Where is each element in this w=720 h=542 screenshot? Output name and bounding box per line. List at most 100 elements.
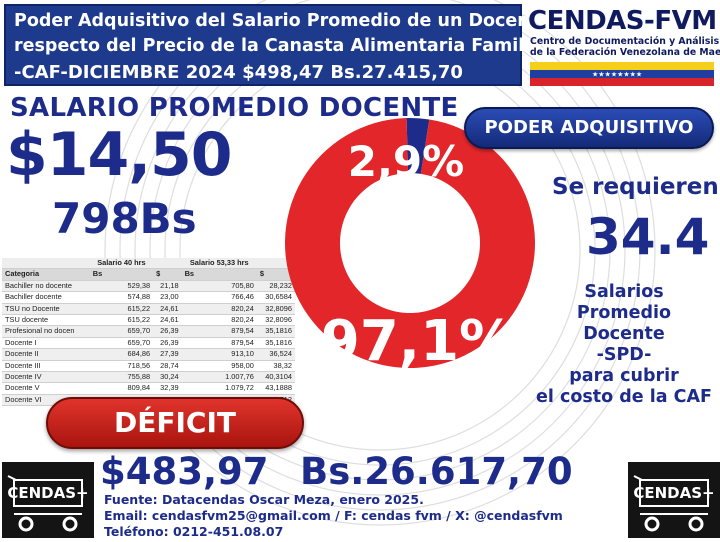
deficit-usd: $483,97 [100,450,269,493]
table-cell: 615,22 [89,314,154,327]
logo-subtitle-line-1: Centro de Documentación y Análisis Socia… [530,36,720,47]
table-row: Docente I 659,70 26,39 879,54 35,1816 [2,337,295,350]
svg-text:★★★★★★★★: ★★★★★★★★ [592,71,642,79]
table-cell: 23,00 [153,291,182,304]
table-cell: 28,232 [256,280,295,293]
cart-logo-text: CENDAS+ [7,484,89,502]
table-cell: TSU no Docente [2,303,90,316]
required-salaries-number: 34.4 [586,208,710,266]
table-cell: Profesional no docen [2,325,90,338]
table-cell: Bachiller docente [2,291,90,304]
table-cell: 35,1816 [256,337,295,350]
table-cell: 879,54 [181,337,257,350]
table-cell: 26,39 [153,325,182,338]
logo-title: CENDAS-FVM [528,6,717,36]
table-cell: 820,24 [181,314,257,327]
table-cell: 36,524 [256,348,295,361]
table-cell: 718,56 [89,360,154,373]
table-cell: 615,22 [89,303,154,316]
salario-bs: 798Bs [52,194,197,243]
footer-source: Fuente: Datacendas Oscar Meza, enero 202… [104,492,424,507]
table-cell: 24,61 [153,303,182,316]
required-line: Salarios [584,282,664,302]
logo-subtitle-line-2: de la Federación Venezolana de Maestros [530,47,720,58]
required-description: Salarios Promedio Docente -SPD- para cub… [532,282,716,408]
donut-chart: 2,9% 97,1% [285,118,535,374]
table-cell: Docente II [2,348,90,361]
table-cell: 24,61 [153,314,182,327]
table-group-header [256,258,295,270]
header-line-3: -CAF-DICIEMBRE 2024 $498,47 Bs.27.415,70 [14,62,463,83]
table-cell: 30,6584 [256,291,295,304]
table-cell: 32,8096 [256,303,295,316]
table-cell: 32,8096 [256,314,295,327]
shopping-cart-icon [7,475,83,532]
table-cell: Docente VI [2,394,90,407]
table-row: Docente IV 755,88 30,24 1.007,76 40,3104 [2,371,295,384]
table-cell: 35,1816 [256,325,295,338]
table-column-header: Bs [181,268,257,281]
table-cell: 755,88 [89,371,154,384]
table-row: Bachiller no docente 529,38 21,18 705,80 28,… [2,280,295,293]
table-cell: 28,74 [153,360,182,373]
table-cell: 1.007,76 [181,371,257,384]
table-cell: 21,18 [153,280,182,293]
table-cell: 820,24 [181,303,257,316]
table-cell: 40,3104 [256,371,295,384]
table-row: Profesional no docen 659,70 26,39 879,54 35,… [2,325,295,338]
table-column-header: Categoria [2,268,90,281]
logo-subtitle: Centro de Documentación y Análisis Socia… [530,36,720,58]
table-cell: 529,38 [89,280,154,293]
required-line: el costo de la CAF [536,387,712,407]
table-cell: 38,32 [256,360,295,373]
table-row: TSU no Docente 615,22 24,61 820,24 32,8096 [2,303,295,316]
table-cell: 684,86 [89,348,154,361]
table-row: Docente III 718,56 28,74 958,00 38,32 [2,360,295,373]
shopping-cart-icon [633,475,709,532]
table-group-header [2,258,90,270]
table-cell: 574,88 [89,291,154,304]
table-cell: 958,00 [181,360,257,373]
required-line: Docente [583,324,665,344]
cendas-cart-logo: CENDAS+ [2,462,94,538]
table-cell: 659,70 [89,337,154,350]
table-cell: 766,46 [181,291,257,304]
table-cell: 26,39 [153,337,182,350]
header-line-2: respecto del Precio de la Canasta Alimen… [14,36,551,56]
table-cell: 879,54 [181,325,257,338]
table-cell: 1.079,72 [181,382,257,395]
pie-slice-deficit [285,118,535,368]
table-cell: 809,84 [89,382,154,395]
data-label-deficit: 97,1% [321,309,515,374]
data-label-poder: 2,9% [348,137,464,186]
required-line: -SPD- [596,345,652,365]
poder-adquisitivo-badge: PODER ADQUISITIVO [464,107,714,149]
table-column-header: $ [256,268,295,281]
table-cell: Docente III [2,360,90,373]
table-cell: 30,24 [153,371,182,384]
se-requieren-label: Se requieren [552,174,719,200]
table-cell: TSU docente [2,314,90,327]
table-cell: Docente I [2,337,90,350]
footer-email: Email: cendasfvm25@gmail.com / F: cendas… [104,508,563,523]
salary-table: Salario 40 hrs Salario 53,33 hrs Categori… [2,258,295,420]
table-group-header: Salario 40 hrs [89,258,154,270]
table-column-header: $ [153,268,182,281]
table-cell: 32,39 [153,382,182,395]
table-row: Bachiller docente 574,88 23,00 766,46 30,658… [2,291,295,304]
table-cell: Docente V [2,382,90,395]
deficit-bs: Bs.26.617,70 [300,450,573,493]
salario-title: SALARIO PROMEDIO DOCENTE [10,93,459,123]
table-group-header: Salario 53,33 hrs [181,258,257,270]
table-row: Docente V 809,84 32,39 1.079,72 43,1888 [2,382,295,395]
table-row: TSU docente 615,22 24,61 820,24 32,8096 [2,314,295,327]
table-cell: 43,1888 [256,382,295,395]
required-line: para cubrir [569,366,679,386]
table-column-header: Bs [89,268,154,281]
cendas-cart-logo: CENDAS+ [628,462,720,538]
table-cell: 659,70 [89,325,154,338]
header-line-1: Poder Adquisitivo del Salario Promedio d… [14,11,550,31]
table-row: Docente II 684,86 27,39 913,10 36,524 [2,348,295,361]
header-banner: Poder Adquisitivo del Salario Promedio d… [4,4,551,86]
table-cell: 27,39 [153,348,182,361]
